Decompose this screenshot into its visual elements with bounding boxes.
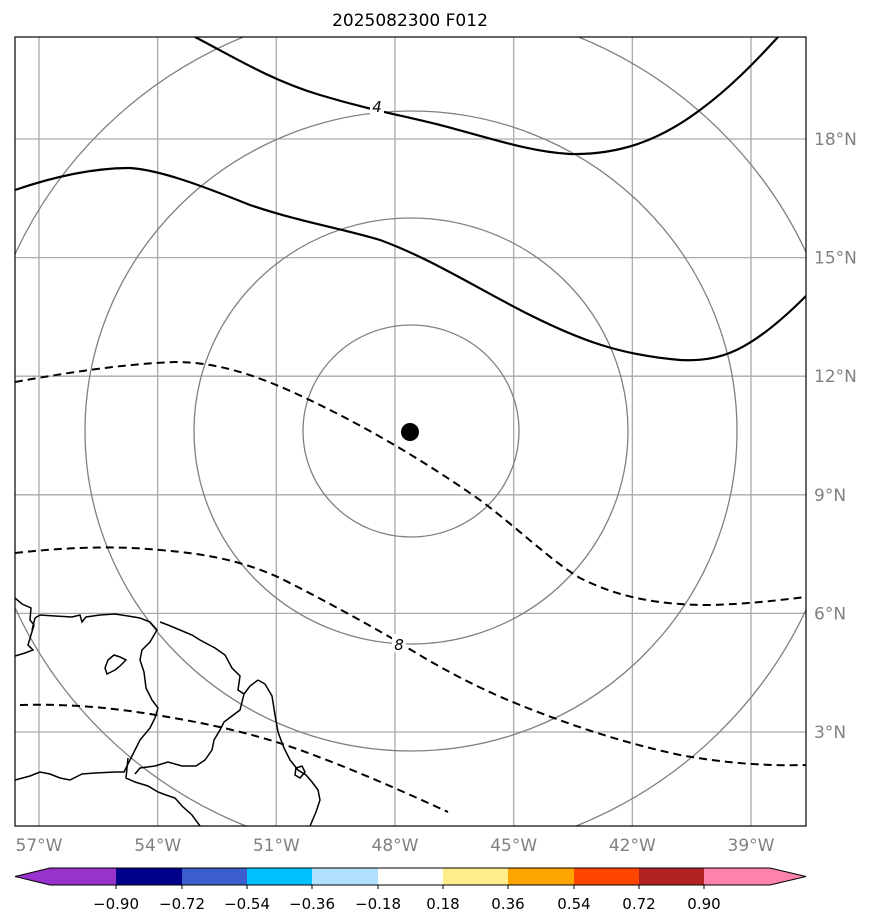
map-title: 2025082300 F012 <box>332 11 488 31</box>
coastline <box>15 597 321 826</box>
map-frame <box>14 36 807 827</box>
range-ring-3 <box>84 110 738 752</box>
lat-label-1: 15°N <box>814 249 857 269</box>
coastline-south-america <box>15 597 321 826</box>
colorbar-segment-2 <box>182 868 247 885</box>
colorbar-outline <box>14 867 807 886</box>
colorbar-segment-9 <box>639 868 704 885</box>
lon-label-2: 51°W <box>253 836 300 856</box>
colorbar-segment-0 <box>15 868 116 885</box>
colorbar-label-7: 0.54 <box>557 895 590 913</box>
lat-label-2: 12°N <box>814 367 857 387</box>
contour-label-mask-4 <box>370 96 384 114</box>
range-rings <box>15 37 806 826</box>
contours-solid <box>15 37 806 362</box>
contour-dashed-1 <box>15 360 806 607</box>
lat-label-5: 3°N <box>814 723 846 743</box>
lon-label-5: 42°W <box>609 836 656 856</box>
lon-label-3: 48°W <box>372 836 419 856</box>
colorbar-segment-1 <box>116 868 182 885</box>
colorbar-label-6: 0.36 <box>491 895 524 913</box>
colorbar-label-4: −0.18 <box>355 895 401 913</box>
range-ring-4 <box>15 37 806 826</box>
coastline-island-small <box>104 654 128 676</box>
contour-label-mask-8 <box>392 634 406 652</box>
colorbar: −0.90 −0.72 −0.54 −0.36 −0.18 0.18 0.36 0.54 0.7… <box>14 867 807 913</box>
lat-label-4: 6°N <box>814 604 846 624</box>
contours-dashed <box>15 360 806 813</box>
colorbar-label-9: 0.90 <box>687 895 720 913</box>
range-ring-2 <box>193 217 629 645</box>
colorbar-segment-8 <box>574 868 639 885</box>
storm-center-marker <box>401 423 419 441</box>
range-ring-1 <box>302 324 520 538</box>
contour-label-8: 8 <box>394 636 404 654</box>
contour-dashed-2 <box>15 546 806 767</box>
colorbar-segment-7 <box>508 868 574 885</box>
lon-label-6: 39°W <box>728 836 775 856</box>
contour-solid-north <box>194 37 779 156</box>
contour-label-4: 4 <box>372 98 382 116</box>
lon-label-1: 54°W <box>134 836 181 856</box>
colorbar-segment-5 <box>378 868 443 885</box>
colorbar-segment-3 <box>247 868 312 885</box>
map-plot-area: 4 8 <box>15 37 806 826</box>
latitude-labels: 18°N 15°N 12°N 9°N 6°N 3°N <box>814 130 857 743</box>
colorbar-label-0: −0.90 <box>93 895 139 913</box>
lat-label-3: 9°N <box>814 486 846 506</box>
colorbar-label-1: −0.72 <box>159 895 205 913</box>
coastline-island-tiny <box>294 765 306 779</box>
colorbar-label-5: 0.18 <box>426 895 459 913</box>
contour-dashed-3 <box>19 703 449 813</box>
longitude-labels: 57°W 54°W 51°W 48°W 45°W 42°W 39°W <box>16 836 775 856</box>
lon-label-4: 45°W <box>490 836 537 856</box>
colorbar-label-3: −0.36 <box>289 895 335 913</box>
colorbar-label-2: −0.54 <box>224 895 270 913</box>
colorbar-segment-10 <box>704 868 806 885</box>
colorbar-segment-4 <box>312 868 378 885</box>
lat-label-0: 18°N <box>814 130 857 150</box>
colorbar-segment-6 <box>443 868 508 885</box>
contour-solid-middle <box>15 166 806 362</box>
colorbar-label-8: 0.72 <box>622 895 655 913</box>
lon-label-0: 57°W <box>16 836 63 856</box>
